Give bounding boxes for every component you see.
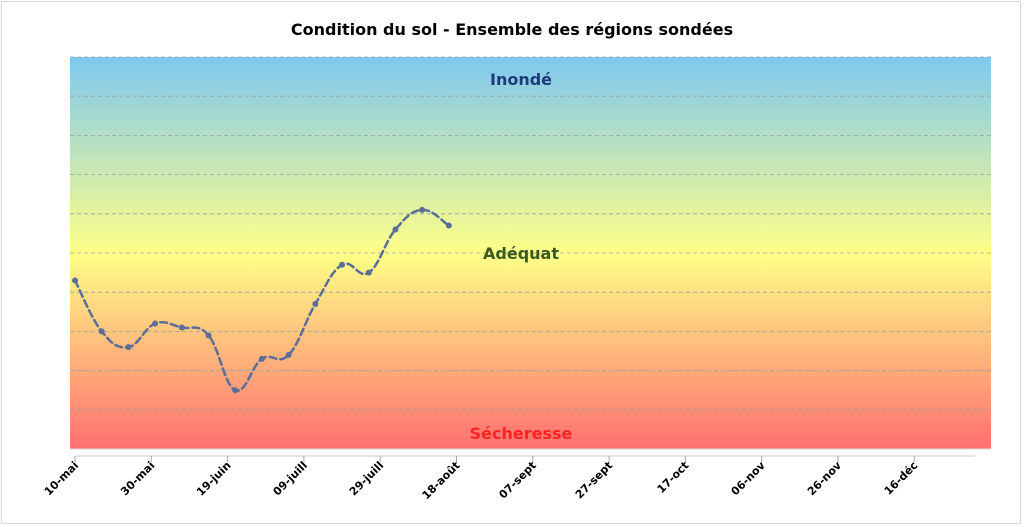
series-point <box>98 328 105 335</box>
series-point <box>152 320 159 327</box>
series-point <box>445 222 452 229</box>
x-tick-label: 16-déc <box>882 459 921 498</box>
series-point <box>365 269 372 276</box>
x-tick-label: 17-oct <box>655 459 692 496</box>
chart-title: Condition du sol - Ensemble des régions … <box>290 20 734 39</box>
series-point <box>339 261 346 268</box>
x-tick-label: 06-nov <box>729 458 769 498</box>
x-tick-label: 09-juill <box>271 459 310 498</box>
x-tick-label: 27-sept <box>573 459 615 501</box>
series-point <box>232 387 239 394</box>
series-point <box>72 277 78 284</box>
zone-label-secheresse: Sécheresse <box>470 424 573 443</box>
series-group <box>72 206 452 394</box>
series-point <box>125 344 132 351</box>
series-point <box>258 355 265 362</box>
x-tick-label: 10-mai <box>42 459 81 498</box>
x-axis-ticks: 10-mai 30-mai 19-juin 09-juill 29-juill 18-ao… <box>42 456 921 502</box>
series-point <box>285 351 292 358</box>
series-point <box>392 226 399 233</box>
x-tick-label: 26-nov <box>805 458 845 498</box>
series-point <box>312 300 319 307</box>
series-point <box>205 332 212 339</box>
x-tick-label: 07-sept <box>496 459 538 501</box>
series-point <box>178 324 185 331</box>
x-tick-label: 29-juill <box>347 459 386 498</box>
series-point <box>419 206 426 213</box>
zone-label-adequat: Adéquat <box>483 244 559 263</box>
x-tick-label: 30-mai <box>118 459 157 498</box>
x-tick-label: 19-juin <box>194 459 234 499</box>
zone-label-inonde: Inondé <box>490 70 552 89</box>
x-tick-label: 18-août <box>420 459 463 502</box>
plot-background <box>70 57 991 449</box>
